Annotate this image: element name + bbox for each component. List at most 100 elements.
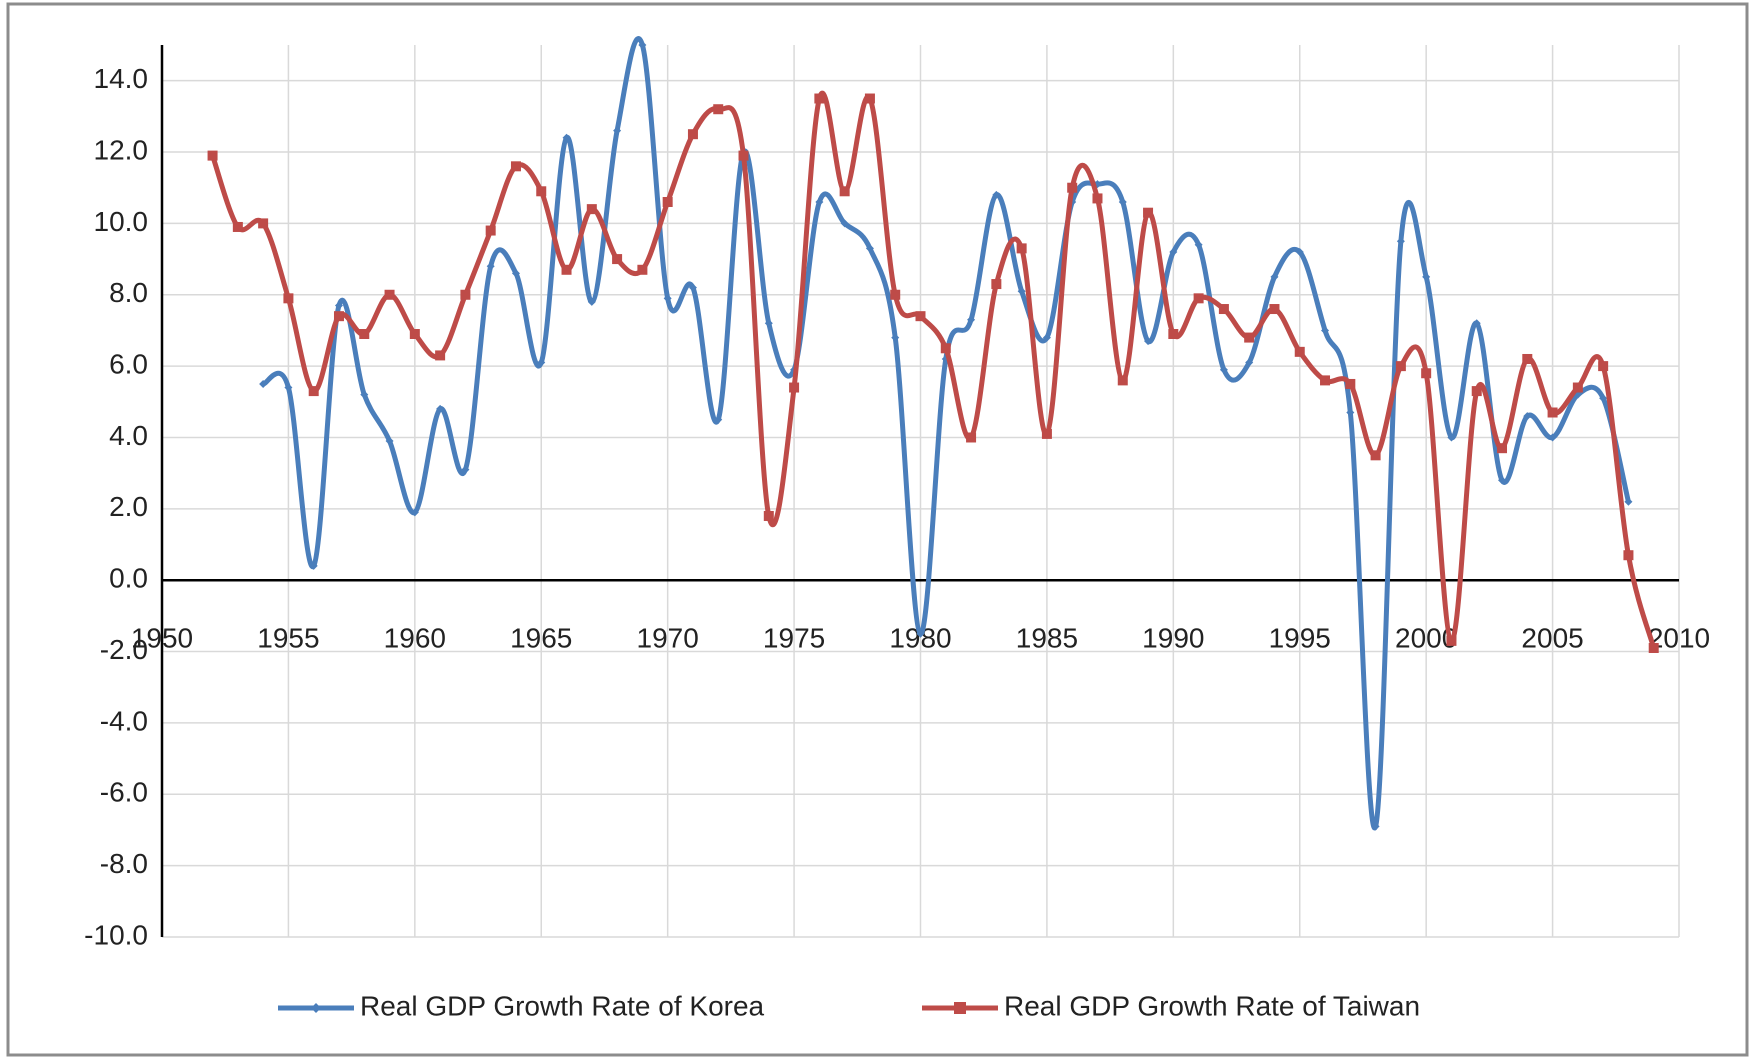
marker — [359, 329, 370, 340]
x-tick-label: 1990 — [1142, 623, 1204, 654]
marker — [1598, 361, 1609, 372]
marker — [1169, 247, 1178, 256]
marker — [283, 293, 294, 304]
x-tick-label: 1970 — [637, 623, 699, 654]
marker — [258, 218, 269, 229]
marker — [207, 150, 218, 161]
marker — [1395, 361, 1406, 372]
y-tick-label: -10.0 — [84, 919, 148, 950]
marker — [1346, 408, 1355, 417]
y-tick-label: 0.0 — [109, 563, 148, 594]
marker — [940, 343, 951, 354]
marker — [1067, 182, 1078, 193]
marker — [1548, 433, 1557, 442]
marker — [1446, 635, 1457, 646]
marker — [687, 129, 698, 140]
marker — [992, 190, 1001, 199]
marker — [1371, 822, 1380, 831]
marker — [1497, 443, 1508, 454]
marker — [561, 264, 572, 275]
marker — [1269, 304, 1280, 315]
marker — [308, 386, 319, 397]
y-tick-label: 2.0 — [109, 491, 148, 522]
legend-label: Real GDP Growth Rate of Korea — [360, 990, 765, 1021]
marker — [1144, 337, 1153, 346]
marker — [1422, 272, 1431, 281]
marker — [587, 297, 596, 306]
marker — [1143, 207, 1154, 218]
x-tick-label: 1980 — [889, 623, 951, 654]
x-tick-label: 1975 — [763, 623, 825, 654]
marker — [485, 225, 496, 236]
marker — [384, 289, 395, 300]
marker — [1041, 428, 1052, 439]
marker — [638, 41, 647, 49]
marker — [1294, 346, 1305, 357]
x-tick-label: 1960 — [384, 623, 446, 654]
legend-label: Real GDP Growth Rate of Taiwan — [1004, 990, 1420, 1021]
marker — [891, 333, 900, 342]
marker — [1624, 497, 1633, 506]
marker — [1016, 243, 1027, 254]
marker — [840, 219, 849, 228]
marker — [1523, 412, 1532, 421]
marker — [1320, 375, 1331, 386]
marker — [1219, 365, 1228, 374]
marker — [232, 221, 243, 232]
y-tick-label: -4.0 — [100, 705, 148, 736]
marker — [1194, 240, 1203, 249]
marker — [436, 404, 445, 413]
marker — [789, 382, 800, 393]
y-tick-label: 4.0 — [109, 420, 148, 451]
marker — [259, 379, 268, 388]
marker — [562, 133, 571, 142]
marker — [586, 204, 597, 215]
marker — [662, 196, 673, 207]
marker — [839, 186, 850, 197]
marker — [510, 161, 521, 172]
y-tick-label: 8.0 — [109, 277, 148, 308]
marker — [612, 254, 623, 265]
legend-marker — [311, 1003, 321, 1013]
marker — [1118, 197, 1127, 206]
y-tick-label: 14.0 — [94, 63, 149, 94]
marker — [511, 269, 520, 278]
marker — [991, 279, 1002, 290]
legend-marker — [954, 1002, 966, 1014]
marker — [864, 93, 875, 104]
marker — [688, 283, 697, 292]
marker — [1117, 375, 1128, 386]
marker — [333, 311, 344, 322]
marker — [486, 262, 495, 271]
marker — [713, 104, 724, 115]
x-tick-label: 2005 — [1521, 623, 1583, 654]
marker — [1245, 358, 1254, 367]
marker — [1295, 247, 1304, 256]
marker — [409, 329, 420, 340]
marker — [460, 289, 471, 300]
marker — [537, 358, 546, 367]
marker — [1547, 407, 1558, 418]
marker — [1345, 378, 1356, 389]
y-tick-label: -8.0 — [100, 848, 148, 879]
marker — [1396, 237, 1405, 246]
marker — [1472, 319, 1481, 328]
marker — [1572, 382, 1583, 393]
marker — [1498, 476, 1507, 485]
marker — [1599, 394, 1608, 403]
marker — [385, 437, 394, 446]
marker — [1042, 333, 1051, 342]
marker — [1218, 304, 1229, 315]
marker — [738, 150, 749, 161]
marker — [1421, 368, 1432, 379]
y-tick-label: -6.0 — [100, 777, 148, 808]
marker — [714, 415, 723, 424]
y-tick-label: 10.0 — [94, 206, 149, 237]
marker — [890, 289, 901, 300]
marker — [763, 510, 774, 521]
marker — [1193, 293, 1204, 304]
marker — [1092, 193, 1103, 204]
marker — [1321, 326, 1330, 335]
